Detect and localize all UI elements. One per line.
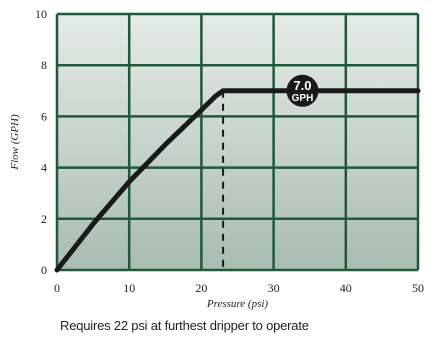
y-tick-label: 8 — [41, 58, 47, 72]
x-tick-labels: 0 10 20 30 40 50 — [54, 281, 424, 295]
y-tick-label: 4 — [41, 161, 47, 175]
x-axis-label: Pressure (psi) — [206, 298, 269, 310]
badge-value: 7.0 — [293, 78, 311, 93]
flow-value-badge: 7.0 GPH — [286, 74, 319, 107]
x-tick-label: 50 — [412, 281, 424, 295]
badge-circle — [286, 74, 319, 107]
y-axis-label: Flow (GPH) — [9, 114, 21, 171]
chart-caption: Requires 22 psi at furthest dripper to o… — [60, 318, 309, 333]
x-tick-label: 10 — [123, 281, 135, 295]
plot-background — [57, 14, 418, 270]
x-tick-label: 40 — [340, 281, 352, 295]
y-tick-label: 0 — [41, 263, 47, 277]
y-tick-label: 2 — [41, 212, 47, 226]
y-tick-label: 10 — [35, 7, 47, 21]
grid-lines — [55, 12, 420, 272]
x-tick-label: 0 — [54, 281, 60, 295]
y-tick-labels: 0 2 4 6 8 10 — [35, 7, 47, 277]
x-tick-label: 20 — [195, 281, 207, 295]
badge-unit: GPH — [292, 93, 314, 104]
y-tick-label: 6 — [41, 109, 47, 123]
x-tick-label: 30 — [268, 281, 280, 295]
